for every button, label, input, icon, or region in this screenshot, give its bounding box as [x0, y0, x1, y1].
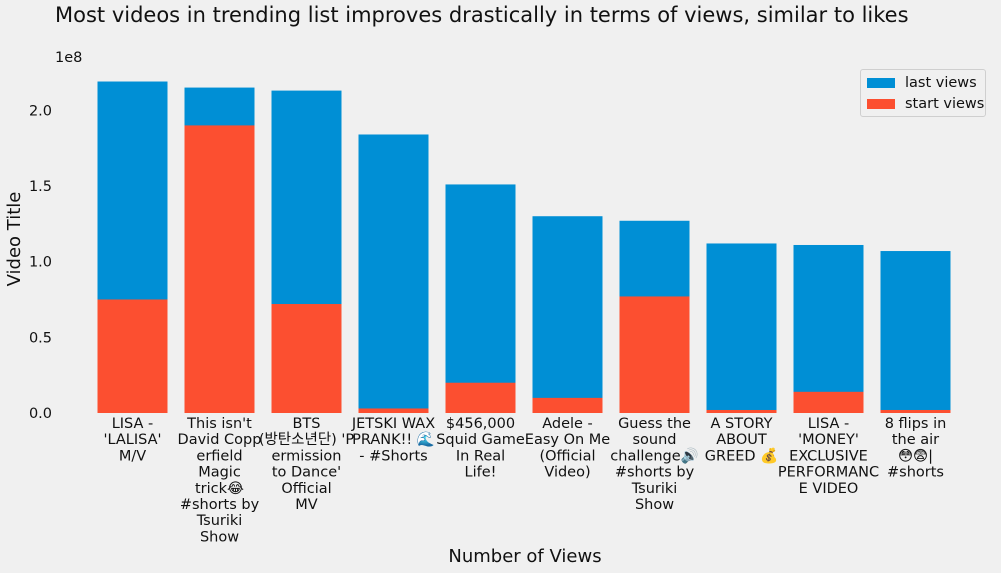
x-tick-label-line: 'MONEY' [798, 432, 859, 448]
legend-label-start-views: start views [905, 96, 985, 112]
x-tick-label-2: This isn't David Copp erfield Magic trick😂 #s… [178, 416, 262, 545]
x-tick-label-line: Guess the [618, 416, 691, 432]
bar-last-views-8 [706, 243, 777, 413]
x-tick-label-1: LISA -'LALISA' M/V [103, 416, 161, 464]
x-tick-label-line: 8 flips in [885, 416, 947, 432]
x-tick-label-line: (Official [539, 448, 595, 464]
bar-start-views-1 [97, 299, 168, 413]
x-tick-label-line: Life! [465, 465, 497, 481]
bar-last-views-5 [445, 184, 516, 413]
x-tick-label-9: LISA -'MONEY' EXCLUSIVE PERFORMANC E VIDEO [778, 416, 879, 497]
x-tick-label-line: E VIDEO [799, 481, 859, 497]
y-tick-label: 0.5 [29, 330, 52, 346]
x-tick-label-6: Adele -Easy On Me (Official Video) [525, 416, 611, 481]
x-tick-label-line: Easy On Me [525, 432, 611, 448]
x-tick-label-line: 😳😨| [898, 448, 933, 464]
x-tick-label-line: This isn't [186, 416, 252, 432]
chart-title: Most videos in trending list improves dr… [55, 3, 909, 27]
x-tick-label-10: 8 flips in the air 😳😨| #shorts [885, 416, 947, 481]
x-tick-label-5: $456,000 Squid Game In Real Life! [436, 416, 525, 481]
bar-group [97, 81, 951, 414]
x-tick-label-8: A STORY ABOUT GREED 💰 [705, 416, 778, 464]
x-tick-label-line: erfield [196, 448, 242, 464]
x-tick-label-line: #shorts [887, 465, 944, 481]
x-tick-label-line: In Real [456, 448, 505, 464]
y-tick-label: 0.0 [29, 406, 52, 422]
x-tick-label-line: #shorts by [615, 465, 695, 481]
x-tick-label-line: Tsuriki [196, 513, 243, 529]
x-tick-label-line: A STORY [710, 416, 772, 432]
x-tick-label-line: Adele - [542, 416, 593, 432]
y-tick-label: 1.5 [29, 179, 52, 195]
x-tick-label-line: Show [635, 497, 674, 513]
x-tick-label-line: JETSKI WAX [351, 416, 435, 432]
x-tick-label-line: to Dance' [272, 465, 341, 481]
x-tick-label-line: $456,000 [446, 416, 515, 432]
x-tick-label-3: BTS (방탄소년단) 'P ermission to Dance' Official M… [259, 416, 355, 513]
bar-start-views-8 [706, 409, 777, 413]
y-tick-label: 2.0 [29, 103, 52, 119]
x-tick-label-line: EXCLUSIVE [789, 448, 868, 464]
bar-start-views-10 [880, 409, 951, 413]
x-tick-label-line: sound [632, 432, 676, 448]
x-tick-label-line: Show [200, 529, 239, 545]
bar-start-views-3 [271, 304, 342, 413]
bar-last-views-9 [793, 244, 864, 413]
legend-item-last-views: last views [867, 74, 977, 92]
legend-item-start-views: start views [867, 95, 984, 113]
y-axis-label: Video Title [4, 192, 25, 287]
x-tick-label-line: challenge🔊 [610, 446, 698, 464]
bar-start-views-9 [793, 391, 864, 413]
x-tick-label-line: PERFORMANC [778, 465, 879, 481]
bar-start-views-5 [445, 382, 516, 413]
x-tick-label-line: PRANK!! 🌊 [352, 430, 435, 448]
x-tick-label-line: GREED 💰 [705, 446, 778, 464]
x-tick-label-line: LISA - [112, 416, 154, 432]
x-tick-label-line: - #Shorts [359, 448, 427, 464]
x-tick-label-line: #shorts by [180, 497, 260, 513]
x-tick-label-line: ermission [272, 448, 342, 464]
legend-label-last-views: last views [905, 75, 977, 91]
x-tick-label-line: LISA - [808, 416, 850, 432]
y-tick-label: 1.0 [29, 255, 52, 271]
x-tick-label-line: M/V [119, 448, 146, 464]
x-tick-label-line: David Copp [178, 432, 262, 448]
x-tick-label-4: JETSKI WAX PRANK!! 🌊 - #Shorts [351, 416, 435, 464]
x-tick-label-line: 'LALISA' [103, 432, 161, 448]
bar-start-views-6 [532, 397, 603, 413]
y-axis-ticks: 0.0 0.5 1.0 1.5 2.0 [29, 103, 52, 422]
x-tick-label-line: Tsuriki [631, 481, 678, 497]
x-tick-label-line: Squid Game [436, 432, 525, 448]
bar-start-views-4 [358, 408, 429, 413]
bar-last-views-6 [532, 216, 603, 413]
x-tick-label-line: ABOUT [716, 432, 767, 448]
legend: last views start views [860, 69, 986, 117]
x-tick-label-line: trick😂 [195, 481, 244, 497]
bar-start-views-2 [184, 125, 255, 413]
bar-last-views-10 [880, 251, 951, 413]
x-tick-label-line: (방탄소년단) 'P [259, 431, 355, 448]
x-axis-label: Number of Views [448, 546, 601, 567]
bar-last-views-4 [358, 134, 429, 413]
x-tick-label-line: the air [892, 432, 939, 448]
x-tick-label-line: Magic [198, 465, 241, 481]
legend-swatch-start-views [867, 99, 895, 109]
bar-start-views-7 [619, 296, 690, 413]
x-tick-label-line: Video) [544, 465, 590, 481]
x-tick-label-line: Official [281, 481, 331, 497]
y-axis-offset-label: 1e8 [55, 50, 82, 66]
x-tick-label-line: MV [295, 497, 318, 513]
x-tick-label-line: BTS [292, 416, 320, 432]
legend-swatch-last-views [867, 78, 895, 88]
x-tick-label-7: Guess the sound challenge🔊 #shorts by Tsurik… [610, 416, 698, 513]
